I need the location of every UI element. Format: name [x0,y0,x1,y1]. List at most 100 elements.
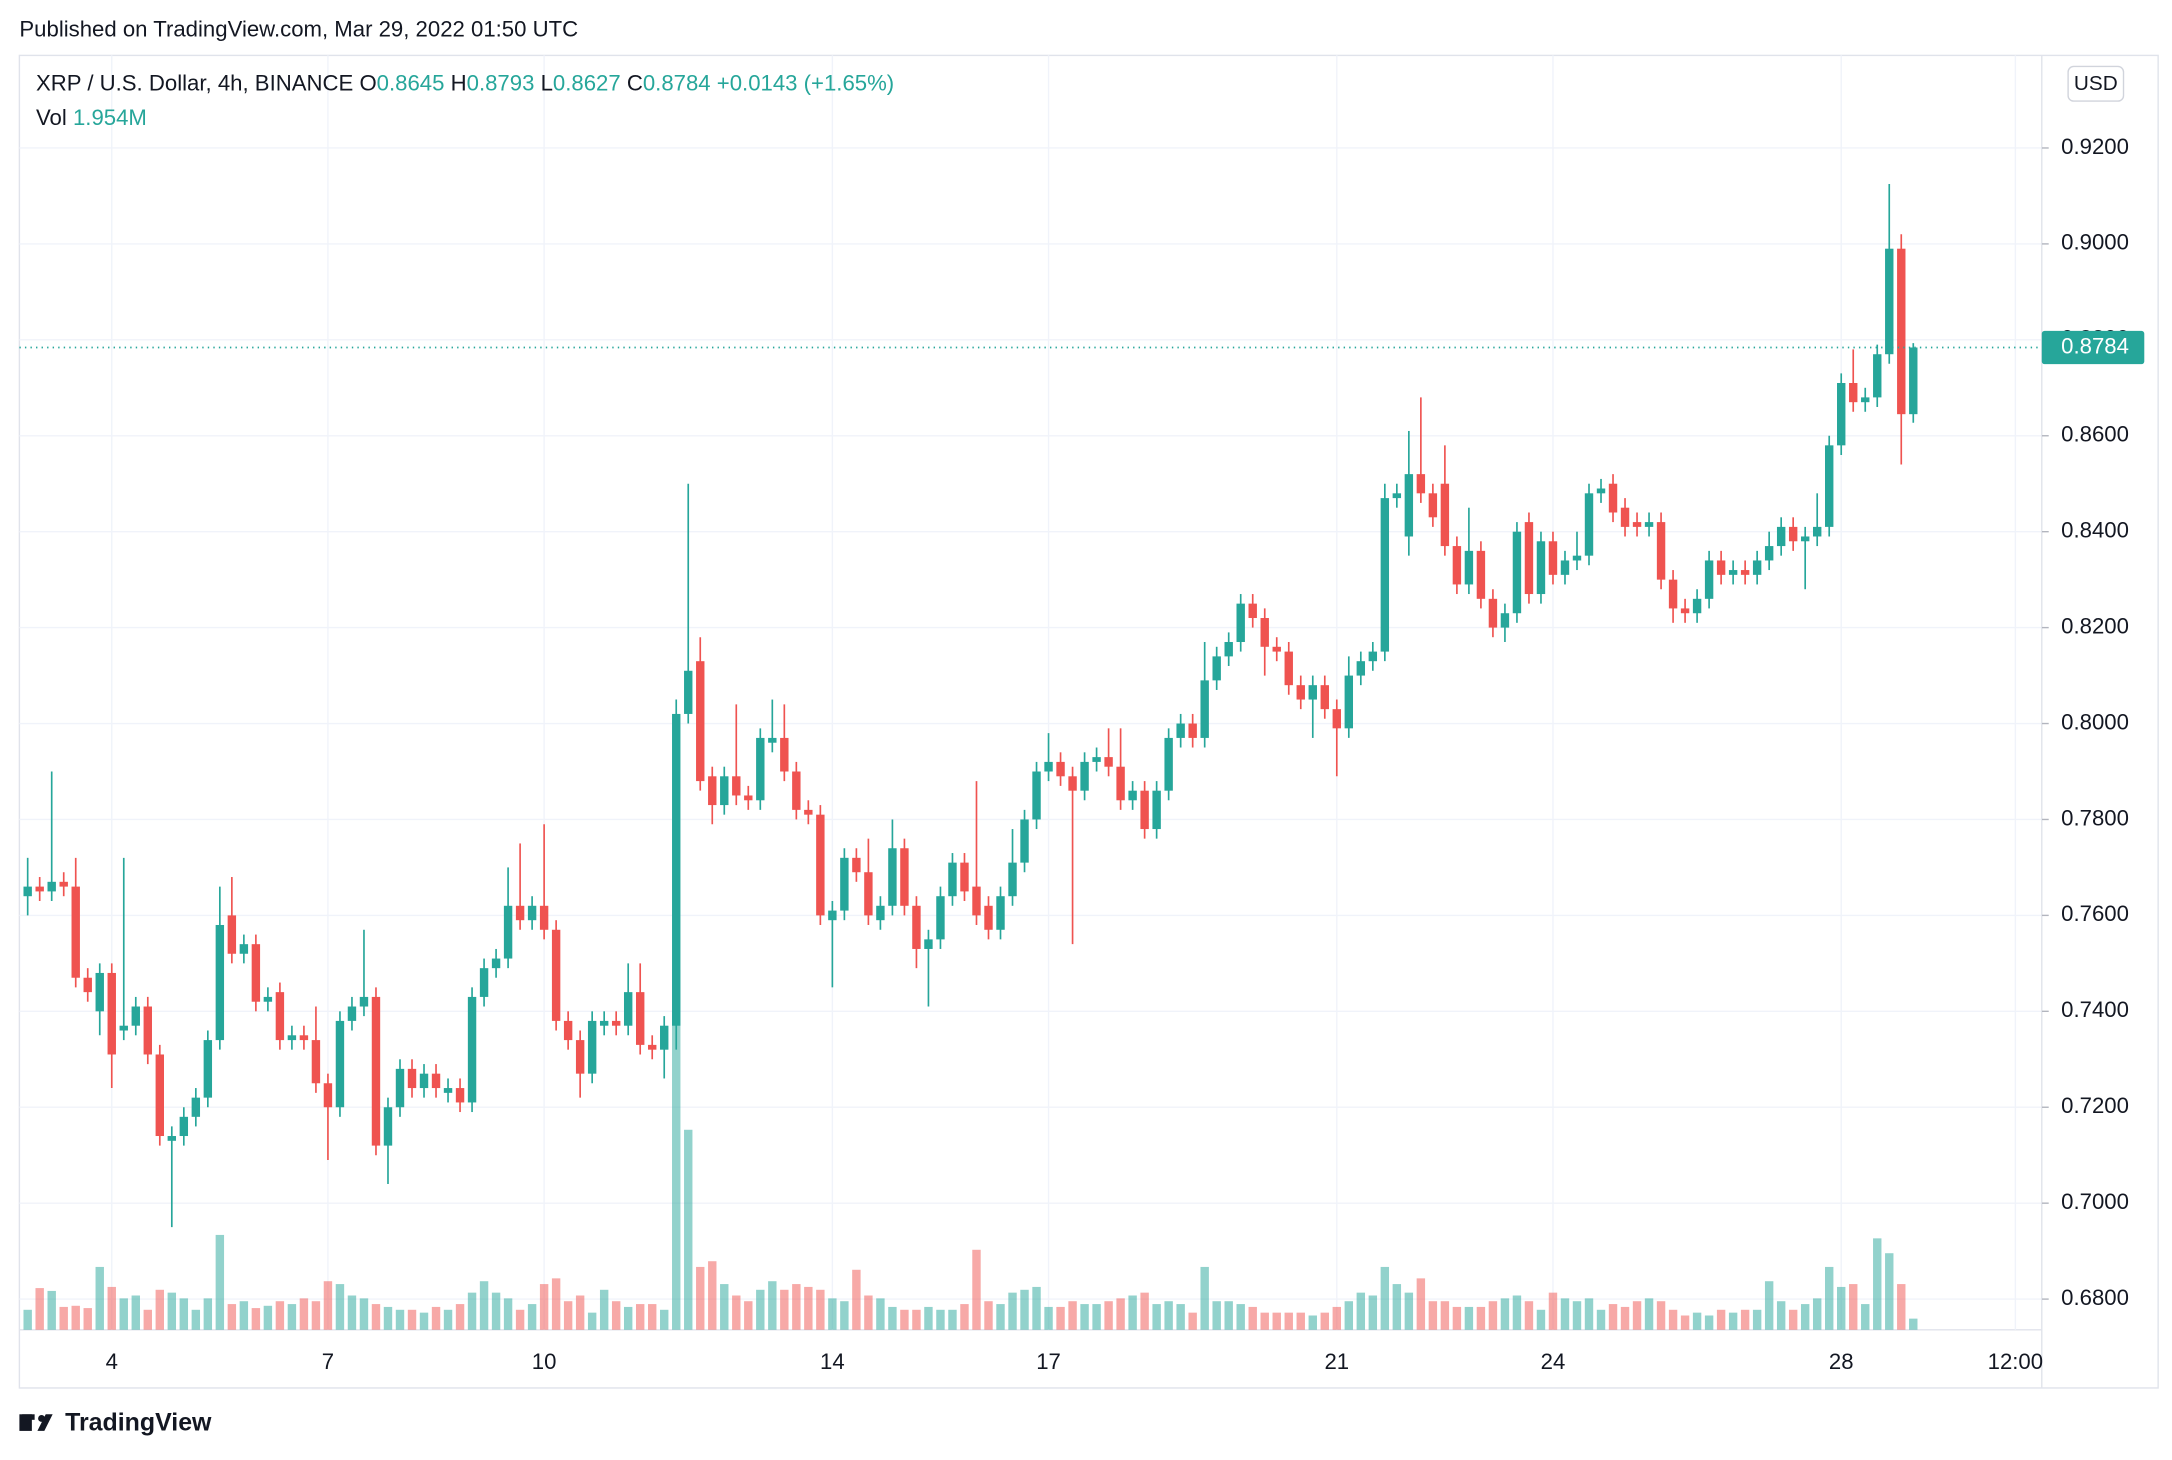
volume-bar [1404,1292,1414,1330]
x-tick-label: 24 [1541,1349,1566,1374]
volume-bar [1104,1301,1113,1330]
volume-bar [1236,1304,1245,1330]
candle-body [1092,757,1101,762]
candle-body [780,737,789,772]
volume-bar [684,1129,693,1330]
candle-body [900,848,909,906]
volume-bar [780,1289,789,1330]
volume-bar [1224,1301,1233,1330]
candle-body [852,857,861,873]
volume-bar [1897,1284,1906,1330]
candle-body [1680,608,1690,614]
candle-body [1188,723,1197,738]
candle-body [1764,546,1774,561]
volume-bar [227,1304,237,1330]
volume-bar [1284,1312,1293,1330]
volume-bar [1500,1298,1510,1330]
volume-bar [1692,1312,1702,1330]
x-tick-label: 17 [1036,1349,1061,1374]
volume-bar [143,1309,152,1330]
candle-body [431,1073,441,1089]
volume-bar [335,1284,345,1330]
y-tick-label: 0.7200 [2061,1093,2129,1118]
currency-box[interactable] [2067,65,2125,102]
ohlc-key: H [451,70,467,95]
candle-body [792,771,801,810]
volume-bar [575,1295,585,1330]
candle-body [708,776,717,806]
candle-body [587,1020,597,1074]
volume-bar [623,1306,633,1330]
volume-bar [1008,1292,1017,1330]
candle-body [984,905,993,930]
candle-body [419,1073,429,1089]
volume-bar [467,1292,477,1330]
candle-body [1644,522,1654,527]
candle-body [1524,522,1534,595]
candle-body [179,1116,189,1137]
volume-bar [1200,1266,1209,1330]
candle-body [59,881,68,887]
volume-bar [1909,1318,1918,1330]
candle-body [684,670,693,714]
volume-bar [251,1308,261,1330]
candle-body [1056,761,1065,777]
volume-bar [407,1309,417,1330]
candle-body [155,1054,164,1137]
volume-bar [191,1309,201,1330]
candle-body [1788,526,1798,542]
volume-bar [311,1301,321,1330]
volume-bar [1536,1309,1546,1330]
volume-bar [972,1249,981,1330]
volume-bar [960,1304,969,1330]
volume-bar [1704,1315,1714,1330]
volume-bar [1680,1315,1690,1330]
candle-body [1368,651,1378,662]
candle-body [515,905,525,921]
candle-body [347,1006,357,1021]
candle-body [1825,445,1834,527]
volume-bar [419,1312,429,1330]
x-tick-label: 7 [322,1349,334,1374]
candle-body [768,737,777,743]
volume-bar [47,1290,56,1330]
volume-bar [672,969,681,1330]
candle-body [1716,560,1726,575]
volume-bar [996,1304,1005,1330]
ohlc-key: C [627,70,643,95]
volume-bar [503,1298,513,1330]
candle-body [720,776,729,806]
volume-bar [1728,1312,1738,1330]
volume-bar [1152,1304,1161,1330]
candle-body [828,910,837,921]
volume-bar [936,1309,945,1330]
volume-bar [804,1286,813,1330]
candle-body [1428,493,1438,518]
candle-body [1572,555,1582,561]
volume-bar [527,1304,537,1330]
candle-body [491,958,501,969]
volume-bar [1116,1298,1125,1330]
volume-bar [1320,1312,1329,1330]
candle-body [1536,541,1546,595]
candle-body [1200,680,1209,738]
candle-body [1224,641,1233,657]
y-tick-label: 0.8000 [2061,709,2129,734]
candle-body [1176,723,1185,738]
volume-bar [1644,1298,1654,1330]
volume-bar [876,1298,885,1330]
candle-body [1284,651,1293,686]
candle-body [1296,685,1305,700]
candle-body [888,848,897,906]
volume-bar [816,1289,825,1330]
x-tick-label: 10 [532,1349,557,1374]
volume-bar [1392,1284,1402,1330]
candle-body [1248,603,1257,619]
candle-body [1152,790,1161,830]
volume-bar [479,1281,489,1330]
currency[interactable]: USD [2074,72,2118,95]
y-tick-label: 0.9200 [2061,134,2129,159]
volume-bar [1212,1301,1221,1330]
volume-bar [323,1281,333,1330]
volume-bar [431,1306,441,1330]
